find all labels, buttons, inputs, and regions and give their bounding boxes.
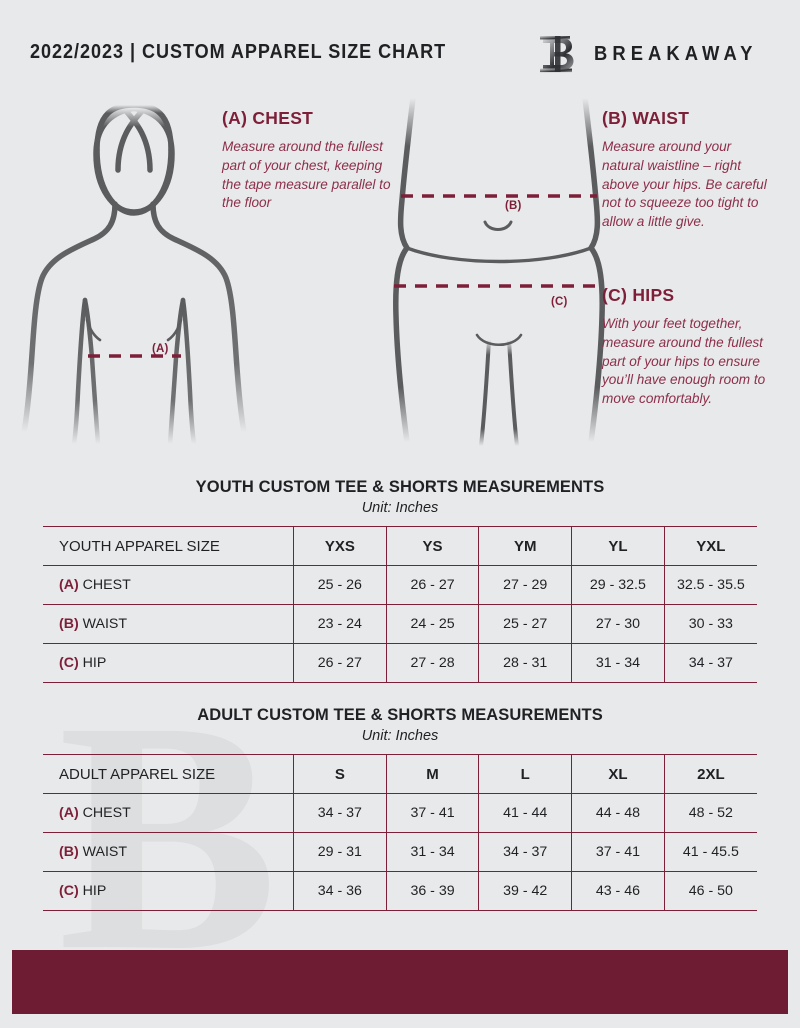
cell: 39 - 42: [478, 871, 572, 911]
chest-marker-label: (A): [152, 343, 169, 355]
table-row: (C) HIP 26 - 27 27 - 28 28 - 31 31 - 34 …: [43, 643, 757, 683]
callout-chest-title: (A) CHEST: [222, 108, 314, 128]
youth-table-title: YOUTH CUSTOM TEE & SHORTS MEASUREMENTS: [195, 478, 605, 496]
row-name: WAIST: [82, 616, 128, 632]
row-tag: (A): [59, 577, 79, 593]
cell: 27 - 29: [478, 565, 572, 605]
page-header: 2022/2023 | CUSTOM APPAREL SIZE CHART: [0, 0, 800, 95]
callout-waist: (B) WAIST Measure around your natural wa…: [602, 108, 774, 232]
row-tag: (C): [59, 883, 79, 899]
adult-size-table: ADULT APPAREL SIZE S M L XL 2XL (A) CHES…: [43, 754, 757, 911]
youth-size-header: YOUTH APPAREL SIZE: [43, 526, 294, 566]
table-row: (A) CHEST 34 - 37 37 - 41 41 - 44 44 - 4…: [43, 793, 757, 833]
adult-size-col-3: XL: [571, 754, 665, 794]
row-tag: (B): [59, 844, 79, 860]
cell: 24 - 25: [385, 604, 479, 644]
cell: 28 - 31: [478, 643, 572, 683]
table-row: (C) HIP 34 - 36 36 - 39 39 - 42 43 - 46 …: [43, 871, 757, 911]
cell: 37 - 41: [571, 832, 665, 872]
adult-size-col-4: 2XL: [663, 754, 757, 794]
cell: 46 - 50: [663, 871, 757, 911]
youth-measurements-section: YOUTH CUSTOM TEE & SHORTS MEASUREMENTS U…: [43, 478, 757, 683]
callout-chest: (A) CHEST Measure around the fullest par…: [222, 108, 397, 213]
row-name: HIP: [82, 655, 107, 671]
cell: 26 - 27: [385, 565, 479, 605]
adult-table-unit: Unit: Inches: [361, 728, 439, 744]
youth-size-table: YOUTH APPAREL SIZE YXS YS YM YL YXL (A) …: [43, 526, 757, 683]
row-name: CHEST: [82, 805, 131, 821]
callout-waist-body: Measure around your natural waistline – …: [602, 139, 767, 229]
lower-body-hips-icon: [393, 95, 605, 448]
callout-hips: (C) HIPS With your feet together, measur…: [602, 285, 774, 409]
row-name: WAIST: [82, 844, 128, 860]
row-label-chest: (A) CHEST: [43, 793, 294, 833]
cell: 27 - 30: [571, 604, 665, 644]
cell: 34 - 37: [293, 793, 387, 833]
upper-body-torso-icon: [21, 102, 247, 447]
cell: 36 - 39: [385, 871, 479, 911]
cell: 25 - 27: [478, 604, 572, 644]
table-header-row: ADULT APPAREL SIZE S M L XL 2XL: [43, 754, 757, 794]
table-row: (B) WAIST 23 - 24 24 - 25 25 - 27 27 - 3…: [43, 604, 757, 644]
row-name: CHEST: [82, 577, 131, 593]
row-tag: (B): [59, 616, 79, 632]
cell: 34 - 37: [478, 832, 572, 872]
breakaway-b-logo-icon: [538, 32, 580, 76]
row-label-hip: (C) HIP: [43, 871, 294, 911]
row-tag: (A): [59, 805, 79, 821]
row-name: HIP: [82, 883, 107, 899]
page-title: 2022/2023 | CUSTOM APPAREL SIZE CHART: [30, 40, 447, 63]
table-row: (B) WAIST 29 - 31 31 - 34 34 - 37 37 - 4…: [43, 832, 757, 872]
row-tag: (C): [59, 655, 79, 671]
table-row: (A) CHEST 25 - 26 26 - 27 27 - 29 29 - 3…: [43, 565, 757, 605]
cell: 41 - 44: [478, 793, 572, 833]
youth-table-unit: Unit: Inches: [361, 500, 439, 516]
cell: 34 - 37: [663, 643, 757, 683]
row-label-hip: (C) HIP: [43, 643, 294, 683]
cell: 48 - 52: [663, 793, 757, 833]
cell: 43 - 46: [571, 871, 665, 911]
adult-size-col-0: S: [293, 754, 387, 794]
cell: 25 - 26: [293, 565, 387, 605]
adult-size-header: ADULT APPAREL SIZE: [43, 754, 294, 794]
cell: 31 - 34: [571, 643, 665, 683]
row-label-waist: (B) WAIST: [43, 832, 294, 872]
cell: 29 - 32.5: [571, 565, 665, 605]
cell: 34 - 36: [293, 871, 387, 911]
waist-marker-label: (B): [505, 200, 522, 212]
brand-name: BREAKAWAY: [594, 42, 758, 65]
cell: 30 - 33: [663, 604, 757, 644]
adult-size-col-1: M: [385, 754, 479, 794]
cell: 31 - 34: [385, 832, 479, 872]
youth-size-col-1: YS: [385, 526, 479, 566]
row-label-chest: (A) CHEST: [43, 565, 294, 605]
youth-size-col-0: YXS: [293, 526, 387, 566]
youth-size-col-4: YXL: [663, 526, 757, 566]
cell: 23 - 24: [293, 604, 387, 644]
callout-waist-title: (B) WAIST: [602, 108, 690, 128]
footer-color-bar: [12, 950, 788, 1014]
cell: 27 - 28: [385, 643, 479, 683]
cell: 44 - 48: [571, 793, 665, 833]
cell: 29 - 31: [293, 832, 387, 872]
row-label-waist: (B) WAIST: [43, 604, 294, 644]
callout-chest-body: Measure around the fullest part of your …: [222, 139, 391, 211]
adult-measurements-section: ADULT CUSTOM TEE & SHORTS MEASUREMENTS U…: [43, 706, 757, 911]
callout-hips-title: (C) HIPS: [602, 285, 675, 305]
youth-size-col-3: YL: [571, 526, 665, 566]
adult-size-col-2: L: [478, 754, 572, 794]
youth-size-col-2: YM: [478, 526, 572, 566]
adult-table-title: ADULT CUSTOM TEE & SHORTS MEASUREMENTS: [197, 706, 603, 724]
cell: 26 - 27: [293, 643, 387, 683]
hips-marker-label: (C): [551, 296, 568, 308]
measurement-illustrations: (A) (B) (C) (A) CHEST Measure around the…: [0, 90, 800, 470]
table-header-row: YOUTH APPAREL SIZE YXS YS YM YL YXL: [43, 526, 757, 566]
cell: 41 - 45.5: [663, 832, 757, 872]
cell: 32.5 - 35.5: [663, 565, 757, 605]
brand-lockup: BREAKAWAY: [538, 32, 772, 76]
callout-hips-body: With your feet together, measure around …: [602, 316, 766, 406]
cell: 37 - 41: [385, 793, 479, 833]
